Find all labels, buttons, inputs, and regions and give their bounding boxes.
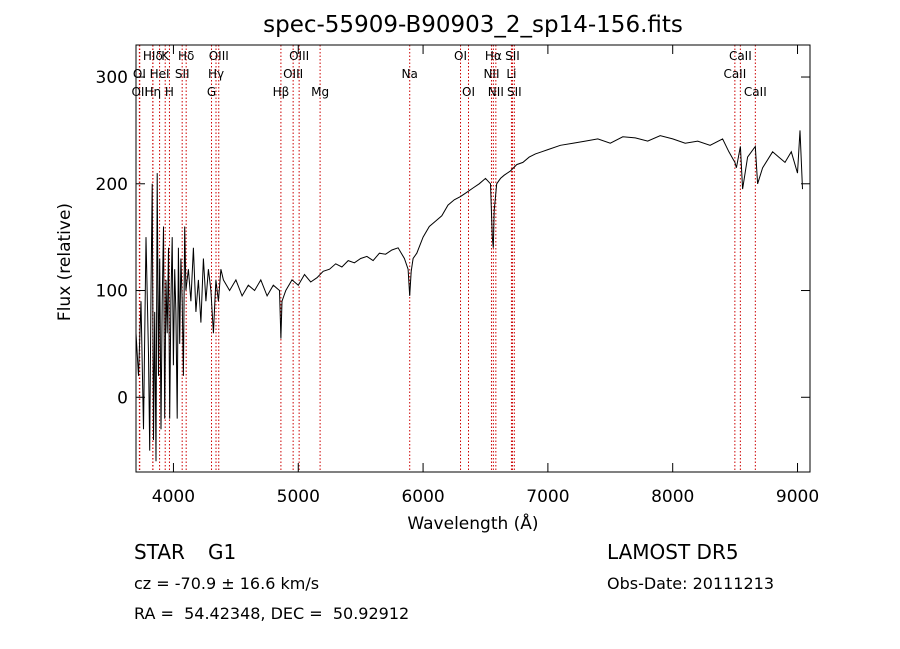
line-marker-label: OIII — [209, 49, 229, 63]
line-marker-label: OIII — [289, 49, 309, 63]
line-marker-label: Na — [402, 67, 418, 81]
observation-date: Obs-Date: 20111213 — [607, 574, 775, 593]
x-tick-label: 6000 — [401, 487, 444, 507]
line-marker-label: Hγ — [208, 67, 224, 81]
y-tick-label: 0 — [117, 388, 128, 408]
x-tick-label: 9000 — [776, 487, 819, 507]
line-marker-label: HeI — [150, 67, 170, 81]
line-marker-label: SII — [507, 85, 522, 99]
object-class: STAR — [134, 540, 185, 564]
x-tick-label: 5000 — [277, 487, 320, 507]
line-marker-label: CaII — [729, 49, 752, 63]
line-marker-label: OI — [133, 67, 146, 81]
chart-title: spec-55909-B90903_2_sp14-156.fits — [263, 12, 683, 38]
line-marker-label: OIII — [283, 67, 303, 81]
velocity-readout: cz = -70.9 ± 16.6 km/s — [134, 574, 320, 593]
line-marker-label: SII — [505, 49, 520, 63]
plot-frame — [135, 44, 811, 473]
line-marker-label: SII — [175, 67, 190, 81]
coordinates: RA = 54.42348, DEC = 50.92912 — [134, 604, 410, 623]
x-axis-ticks: 4000 5000 6000 7000 8000 9000 — [152, 45, 819, 507]
spectral-line-markers — [138, 45, 756, 472]
x-tick-label: 4000 — [152, 487, 195, 507]
object-subclass: G1 — [208, 540, 237, 564]
line-marker-label: Mg — [311, 85, 329, 99]
x-tick-label: 8000 — [651, 487, 694, 507]
line-marker-label: HIδ — [143, 49, 163, 63]
survey-name: LAMOST DR5 — [607, 540, 739, 564]
line-marker-label: NII — [483, 67, 499, 81]
line-marker-label: Hβ — [273, 85, 290, 99]
line-marker-label: NII — [488, 85, 504, 99]
y-tick-label: 300 — [96, 68, 128, 88]
line-marker-label: CaII — [723, 67, 746, 81]
line-marker-label: Hα — [485, 49, 502, 63]
line-marker-label: CaII — [744, 85, 767, 99]
line-marker-label: OI — [454, 49, 467, 63]
line-marker-label: OI — [462, 85, 475, 99]
line-marker-label: Li — [506, 67, 516, 81]
y-tick-label: 200 — [96, 175, 128, 195]
line-marker-label: H — [165, 85, 174, 99]
y-axis-label: Flux (relative) — [55, 203, 75, 321]
line-marker-label: Hδ — [178, 49, 194, 63]
spectrum-line — [135, 130, 803, 462]
y-axis-ticks: 0 100 200 300 — [96, 68, 810, 408]
x-axis-label: Wavelength (Å) — [407, 512, 538, 534]
y-tick-label: 100 — [96, 282, 128, 302]
line-marker-label: Hη — [145, 85, 162, 99]
x-tick-label: 7000 — [526, 487, 569, 507]
line-marker-label: G — [207, 85, 216, 99]
line-marker-label: K — [161, 49, 170, 63]
